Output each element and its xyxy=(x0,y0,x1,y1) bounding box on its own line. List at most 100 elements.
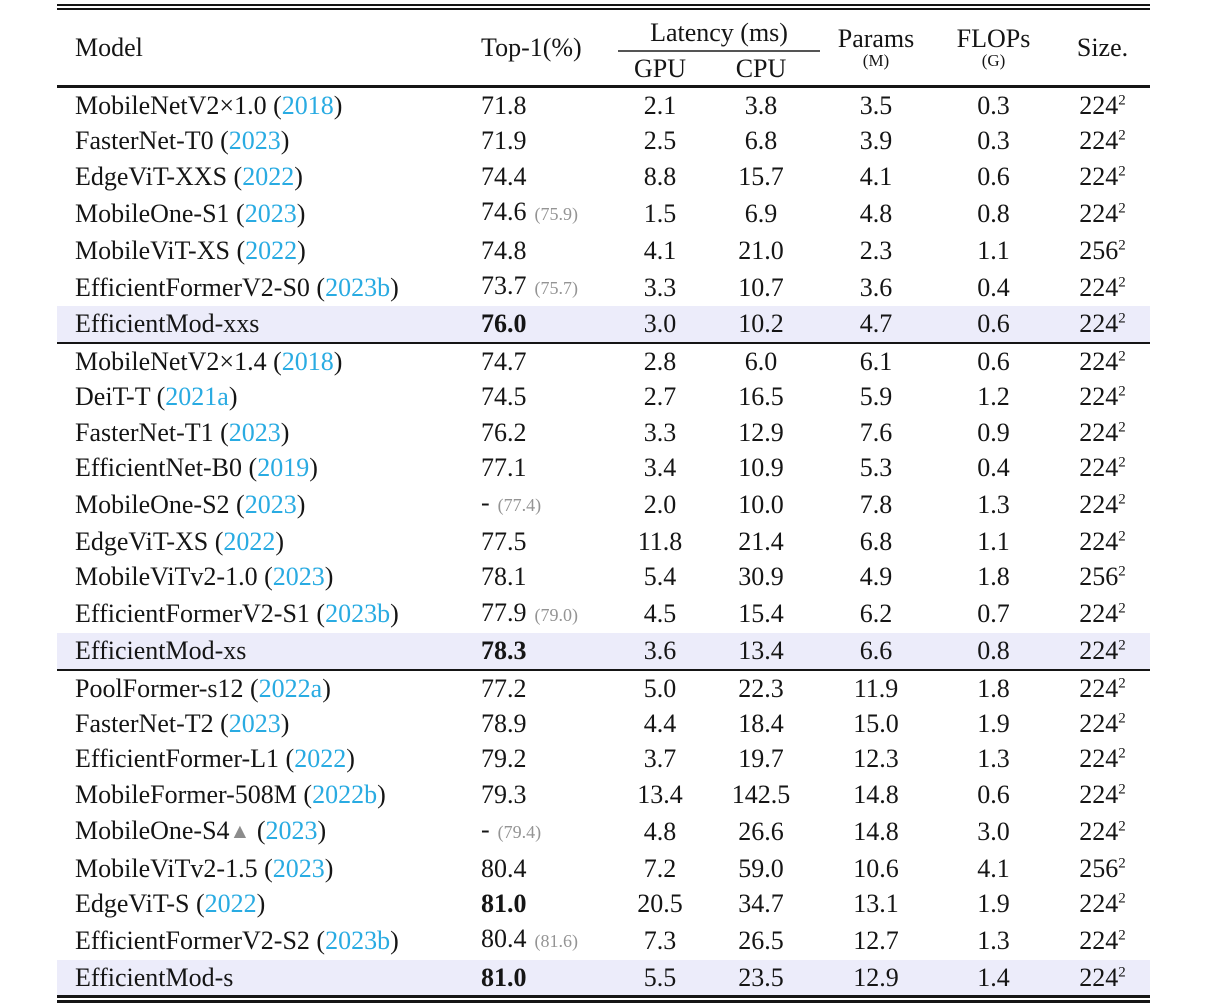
citation-link[interactable]: 2023 xyxy=(265,816,318,846)
citation-link[interactable]: 2023 xyxy=(228,708,281,738)
table-row: MobileOne-S2 (2023) - (77.4) 2.0 10.0 7.8 1.3 2… xyxy=(57,485,1150,523)
table-row: MobileNetV2×1.4 (2018) 74.7 2.8 6.0 6.1 0.6 22… xyxy=(57,343,1150,379)
params-cell: 4.7 xyxy=(859,309,893,339)
gpu-latency-cell: 4.5 xyxy=(643,599,677,629)
top1-value: - xyxy=(481,488,490,518)
size-cell: 2242 xyxy=(1055,960,1150,995)
model-name: EfficientFormerV2-S1 xyxy=(75,599,310,629)
gpu-latency-cell: 5.5 xyxy=(643,962,677,992)
flops-cell: 0.3 xyxy=(977,91,1010,120)
cpu-latency-cell: 26.5 xyxy=(738,925,784,955)
top1-reparam-value: (79.4) xyxy=(497,822,542,843)
size-exponent: 2 xyxy=(1118,273,1126,290)
citation-link[interactable]: 2018 xyxy=(281,346,334,376)
size-exponent: 2 xyxy=(1118,927,1126,944)
flops-unit-label: (G) xyxy=(981,51,1006,70)
top1-cell: 74.5 xyxy=(478,379,618,414)
size-value: 224 xyxy=(1079,453,1119,483)
citation-link[interactable]: 2022 xyxy=(245,235,298,265)
size-cell: 2242 xyxy=(1055,741,1150,776)
top1-reparam-value: (75.9) xyxy=(534,204,579,225)
model-name: EdgeViT-XXS xyxy=(75,161,228,191)
gpu-latency-cell: 2.7 xyxy=(643,382,677,412)
top1-value: 74.6 xyxy=(481,197,527,227)
gpu-latency-cell: 1.5 xyxy=(643,198,677,228)
params-cell: 7.8 xyxy=(859,489,893,519)
size-cell: 2242 xyxy=(1055,706,1150,741)
citation-link[interactable]: 2019 xyxy=(257,453,310,483)
gpu-latency-cell: 4.8 xyxy=(643,816,677,846)
top1-value: 76.0 xyxy=(481,309,527,339)
size-exponent: 2 xyxy=(1118,383,1126,400)
citation-link[interactable]: 2023 xyxy=(228,417,281,447)
top1-cell: 73.7 (75.7) xyxy=(478,268,618,306)
model-name: MobileOne-S4 xyxy=(75,816,230,846)
size-exponent: 2 xyxy=(1118,491,1126,508)
citation-link[interactable]: 2023 xyxy=(228,126,281,156)
cpu-latency-cell: 6.9 xyxy=(744,198,778,228)
citation-link[interactable]: 2023b xyxy=(325,599,391,629)
size-cell: 2562 xyxy=(1055,851,1150,886)
cpu-latency-cell: 142.5 xyxy=(731,779,791,809)
col-header-size: Size. xyxy=(1076,32,1129,62)
citation-link[interactable]: 2023b xyxy=(325,272,391,302)
size-value: 224 xyxy=(1079,91,1119,120)
gpu-latency-cell: 13.4 xyxy=(637,779,683,809)
top1-reparam-value: (81.6) xyxy=(534,931,579,952)
model-cell: EfficientFormerV2-S0 (2023b) xyxy=(75,272,399,302)
size-exponent: 2 xyxy=(1118,92,1126,109)
citation-link[interactable]: 2022 xyxy=(204,888,257,918)
table-row: EdgeViT-S (2022) 81.0 20.5 34.7 13.1 1.9 2242 xyxy=(57,886,1150,921)
table-row: EfficientMod-s 81.0 5.5 23.5 12.9 1.4 2242 xyxy=(57,959,1151,996)
size-value: 224 xyxy=(1079,925,1119,955)
citation-link[interactable]: 2022 xyxy=(223,526,276,556)
citation-link[interactable]: 2023b xyxy=(325,925,391,955)
model-cell: EfficientMod-s xyxy=(57,960,478,995)
citation-link[interactable]: 2018 xyxy=(281,91,334,120)
model-name: FasterNet-T2 xyxy=(75,708,214,738)
size-exponent: 2 xyxy=(1118,454,1126,471)
model-name: EfficientMod-xs xyxy=(75,636,247,666)
model-cell: FasterNet-T0 (2023) xyxy=(75,126,290,156)
top1-value: 79.3 xyxy=(481,779,527,809)
top1-cell: - (79.4) xyxy=(478,812,618,850)
gpu-latency-cell: 5.0 xyxy=(643,673,677,703)
model-name: EdgeViT-XS xyxy=(75,526,209,556)
size-exponent: 2 xyxy=(1118,674,1126,691)
citation-link[interactable]: 2021a xyxy=(165,382,229,412)
top1-cell: 77.2 xyxy=(478,670,618,706)
col-header-top1: Top-1(%) xyxy=(481,32,582,62)
table-row: EfficientFormerV2-S2 (2023b) 80.4 (81.6) 7.… xyxy=(57,921,1150,959)
top1-cell: 77.9 (79.0) xyxy=(478,595,618,633)
size-cell: 2242 xyxy=(1055,379,1150,414)
citation-link[interactable]: 2022 xyxy=(294,744,347,774)
citation-link[interactable]: 2023 xyxy=(244,489,297,519)
model-name: EfficientFormer-L1 xyxy=(75,744,280,774)
table-row: MobileViTv2-1.0 (2023) 78.1 5.4 30.9 4.9 1.8 2… xyxy=(57,559,1150,594)
params-cell: 3.5 xyxy=(859,91,893,120)
gpu-latency-cell: 5.4 xyxy=(643,562,677,592)
model-name: MobileViT-XS xyxy=(75,235,230,265)
citation-link[interactable]: 2022a xyxy=(258,673,323,703)
citation-link[interactable]: 2022b xyxy=(312,779,378,809)
col-header-cpu: CPU xyxy=(735,53,787,83)
citation-link[interactable]: 2023 xyxy=(272,853,325,883)
table-section-1: MobileNetV2×1.0 (2018) 71.8 2.1 3.8 3.5 0.3 22… xyxy=(57,86,1151,343)
model-name: MobileOne-S2 xyxy=(75,489,230,519)
top1-value: 74.5 xyxy=(481,382,527,412)
citation-link[interactable]: 2023 xyxy=(272,562,325,592)
top1-cell: 78.3 xyxy=(478,633,618,669)
gpu-latency-cell: 3.4 xyxy=(643,453,677,483)
size-cell: 2242 xyxy=(1055,595,1150,633)
cpu-latency-cell: 22.3 xyxy=(738,673,784,703)
model-name: EfficientNet-B0 xyxy=(75,453,243,483)
gpu-latency-cell: 3.6 xyxy=(643,636,677,666)
params-cell: 2.3 xyxy=(859,235,893,265)
flops-cell: 0.6 xyxy=(977,309,1010,339)
citation-link[interactable]: 2023 xyxy=(244,198,297,228)
size-cell: 2242 xyxy=(1055,159,1150,194)
flops-cell: 0.6 xyxy=(977,346,1010,376)
citation-link[interactable]: 2022 xyxy=(242,161,295,191)
size-exponent: 2 xyxy=(1118,890,1126,907)
size-exponent: 2 xyxy=(1118,419,1126,435)
